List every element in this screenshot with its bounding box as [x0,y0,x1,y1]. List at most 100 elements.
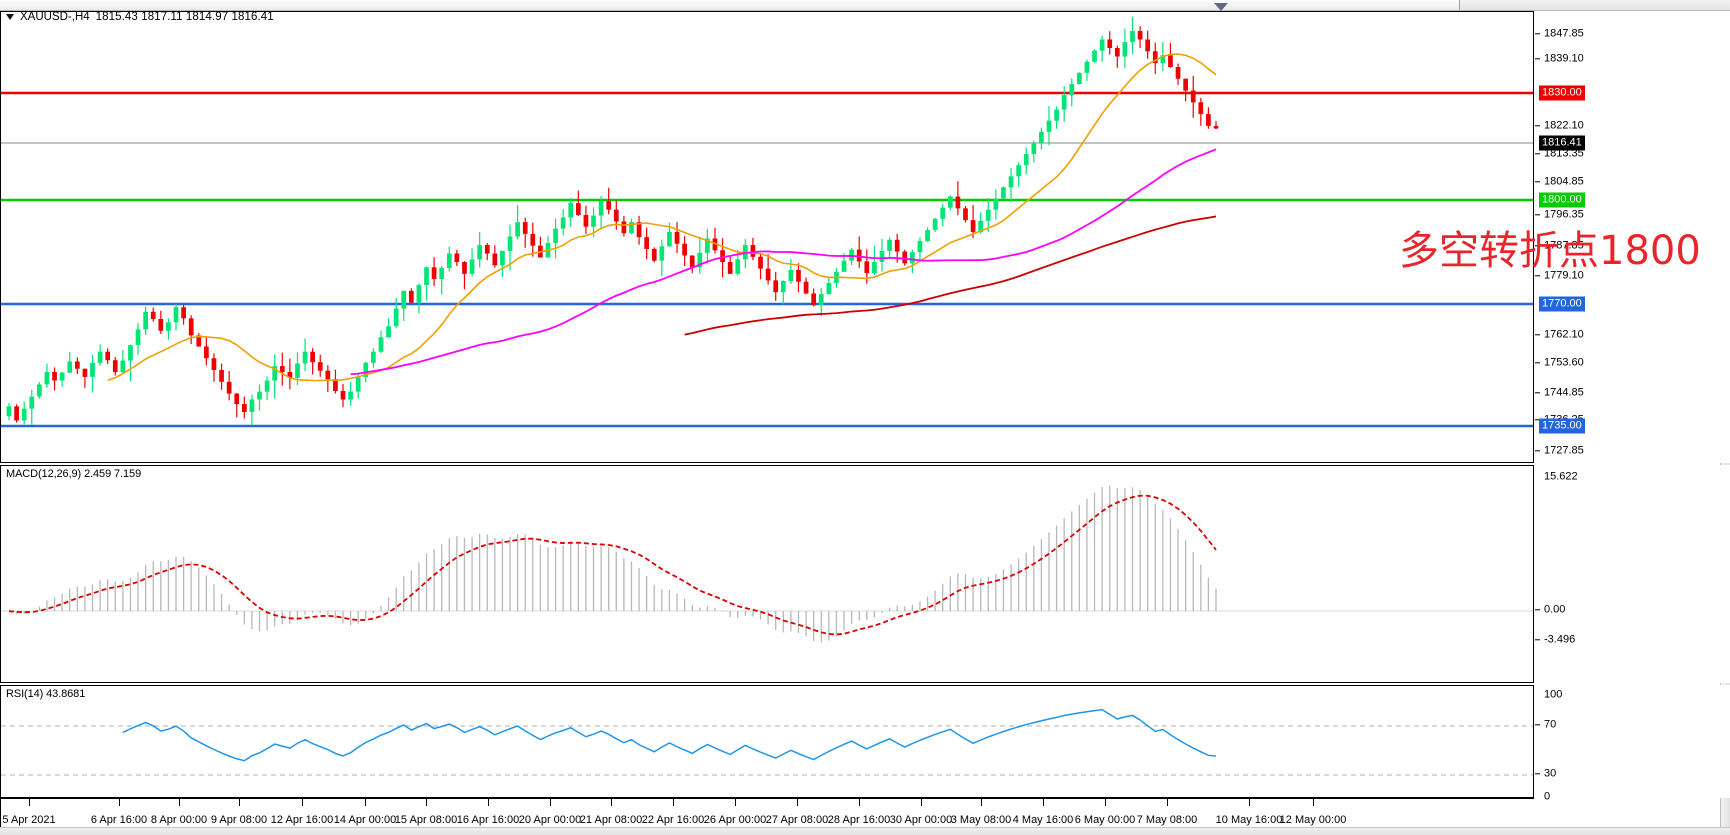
time-label: 20 Apr 00:00 [518,814,582,826]
time-label: 27 Apr 08:00 [765,814,829,826]
candle-body [1069,84,1075,96]
scale-tick: 1762.10 [1535,329,1584,340]
candle-body [355,377,361,392]
candle-body [1077,72,1082,84]
candle-body [765,268,771,281]
candle-body [424,267,429,285]
time-tick [179,798,180,806]
time-label: 4 May 16:00 [1012,814,1074,826]
rsi-line [122,708,1217,762]
candle-body [689,255,695,268]
price-badge-current[interactable]: 1816.41 [1539,135,1585,151]
scale-tick: 70 [1535,719,1556,730]
candle-body [90,362,95,377]
candle-body [59,372,65,381]
macd-label: MACD(12,26,9) 2.459 7.159 [6,468,142,480]
candle-body [241,404,247,412]
candle-body [348,391,353,400]
scrollbar-thumb[interactable] [0,0,1460,10]
time-tick [119,798,120,806]
candle-body [773,280,779,293]
candle-body [333,379,338,391]
scale-tick: 1839.10 [1535,53,1584,64]
candle-body [249,399,255,412]
candle-body [287,372,293,378]
time-label: 28 Apr 16:00 [827,814,891,826]
candle-body [158,318,164,331]
candle-body [697,252,703,268]
candle-body [720,250,725,263]
candle-body [947,196,953,208]
candle-body [993,198,999,210]
rsi-plot-area[interactable] [1,686,1533,797]
time-tick [302,798,303,806]
candle-body [705,238,710,253]
candle-body [166,322,171,331]
candle-body [553,228,558,244]
candle-body [97,351,103,363]
candle-body [651,248,657,261]
candle-body [621,221,627,234]
scale-tick: 0.00 [1535,604,1565,615]
candle-body [1099,39,1105,51]
candle-body [970,220,976,232]
candle-body [82,368,88,377]
candle-body [841,260,847,272]
level-badge-1830[interactable]: 1830.00 [1539,85,1585,101]
candle-body [264,380,270,392]
price-chart-panel[interactable] [0,11,1534,463]
candle-body [963,208,968,221]
candle-body [1168,55,1173,67]
macd-panel[interactable]: MACD(12,26,9) 2.459 7.159 [0,465,1534,683]
time-tick [735,798,736,806]
candle-body [1001,187,1006,199]
candle-body [143,311,148,330]
candle-body [52,372,57,381]
candle-body [894,239,900,252]
caret-down-icon[interactable] [1214,3,1228,11]
candle-body [484,245,490,254]
time-label: 30 Apr 00:00 [889,814,953,826]
candle-body [1190,90,1196,103]
candle-body [378,337,384,352]
price-plot-area[interactable] [1,12,1533,462]
candle-body [1198,102,1204,115]
scale-tick: 1727.85 [1535,445,1584,456]
time-label: 15 Apr 08:00 [394,814,458,826]
candle-body [401,290,407,309]
candle-body [469,259,475,274]
candle-body [112,360,118,372]
chevron-down-icon[interactable] [6,14,14,20]
scale-tick: 15.622 [1544,470,1578,483]
time-label: 6 Apr 16:00 [90,814,148,826]
candle-body [659,246,665,261]
time-tick [426,798,427,806]
level-badge-1735[interactable]: 1735.00 [1539,418,1585,434]
candle-body [598,201,604,216]
horizontal-scrollbar[interactable] [0,0,1730,11]
candle-body [909,252,915,264]
candle-body [515,222,520,237]
rsi-panel[interactable]: RSI(14) 43.8681 [0,685,1534,798]
candle-body [181,307,186,319]
candle-body [826,282,832,295]
time-tick [921,798,922,806]
candle-body [325,370,331,380]
candle-body [522,222,528,234]
candle-body [340,390,346,400]
price-scale[interactable]: 1847.85 1839.10 1822.10 1813.35 1804.85 1796.… [1535,11,1730,478]
level-badge-1770[interactable]: 1770.00 [1539,296,1585,312]
candle-body [629,222,634,234]
macd-plot-area[interactable] [1,466,1533,682]
candle-body [1114,48,1120,57]
candle-body [257,391,262,400]
level-badge-1800[interactable]: 1800.00 [1539,192,1585,208]
candle-body [446,253,452,268]
time-label: 9 Apr 08:00 [210,814,268,826]
candle-body [135,329,141,346]
candle-body [568,203,574,218]
candle-body [606,201,612,210]
candle-body [1008,176,1014,188]
scale-tick: 1744.85 [1535,387,1584,398]
candle-body [211,358,217,371]
